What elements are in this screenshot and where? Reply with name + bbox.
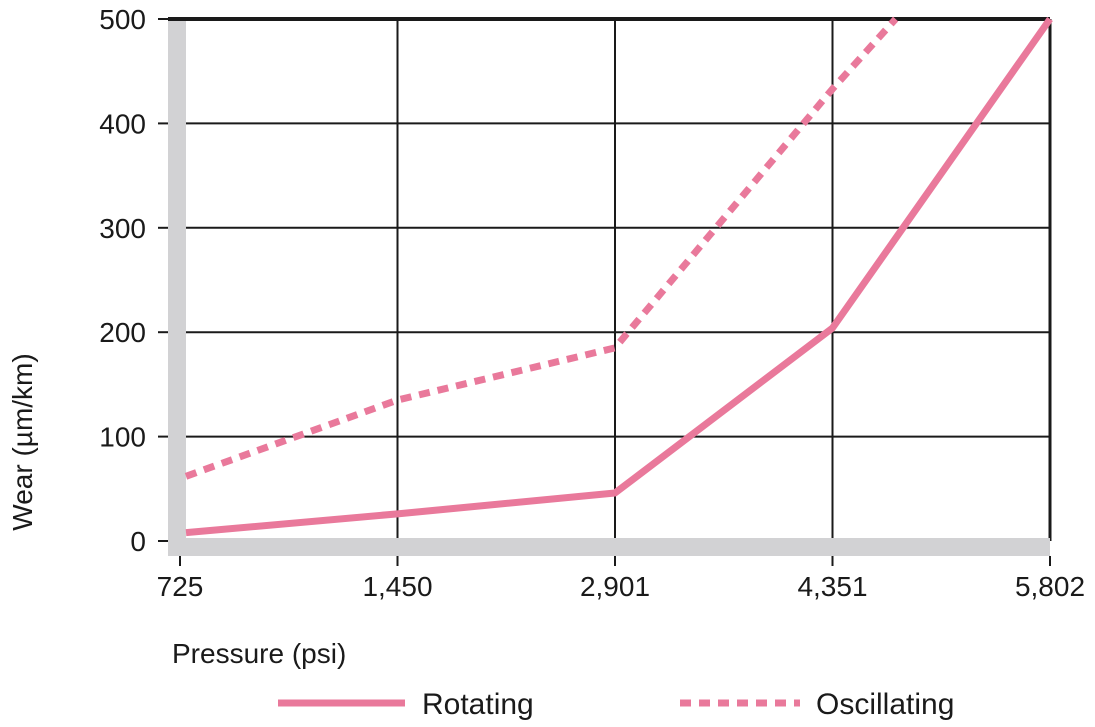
series-lines bbox=[184, 16, 1053, 537]
y-tick-label: 200 bbox=[99, 317, 146, 348]
x-tick-label: 2,901 bbox=[580, 571, 650, 602]
x-tick-label: 725 bbox=[157, 571, 204, 602]
y-tick-labels: 0 100 200 300 400 500 bbox=[99, 4, 146, 557]
y-axis-label: Wear (µm/km) bbox=[7, 353, 38, 530]
x-tick-label: 4,351 bbox=[797, 571, 867, 602]
x-tick-label: 5,802 bbox=[1015, 571, 1085, 602]
y-tick-label: 400 bbox=[99, 108, 146, 139]
x-axis-label: Pressure (psi) bbox=[172, 638, 346, 669]
legend: Rotating Oscillating bbox=[278, 688, 954, 721]
x-axis-bar bbox=[168, 538, 1050, 556]
y-tick-label: 100 bbox=[99, 422, 146, 453]
y-tick-label: 0 bbox=[130, 526, 146, 557]
legend-label-rotating: Rotating bbox=[422, 688, 534, 721]
series-line-rotating bbox=[185, 16, 1053, 537]
grid bbox=[158, 17, 1052, 566]
y-tick-label: 300 bbox=[99, 213, 146, 244]
x-tick-label: 1,450 bbox=[362, 571, 432, 602]
y-tick-label: 500 bbox=[99, 4, 146, 35]
series-line-oscillating bbox=[184, 16, 899, 480]
x-tick-labels: 725 1,450 2,901 4,351 5,802 bbox=[157, 571, 1085, 602]
y-axis-bar bbox=[168, 21, 186, 556]
legend-label-oscillating: Oscillating bbox=[816, 688, 954, 721]
